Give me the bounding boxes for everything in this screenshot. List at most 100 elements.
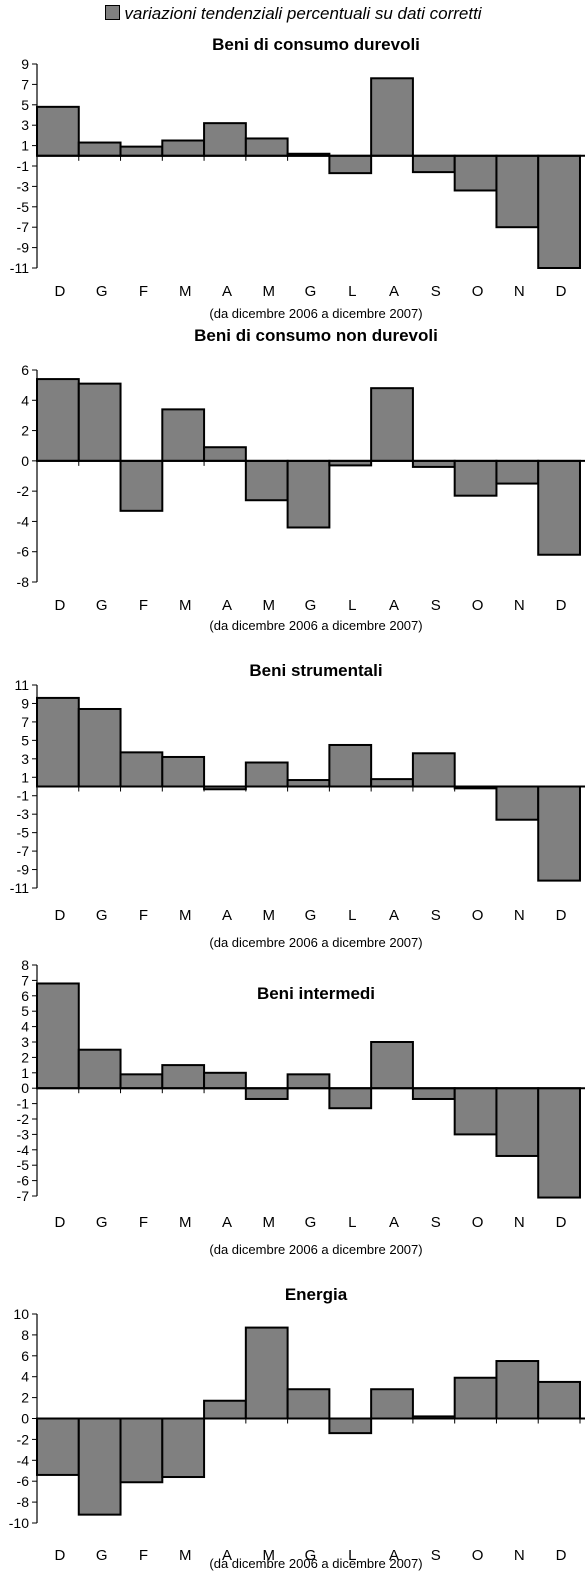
chart-1: Beni di consumo durevoli 9 7 5 3 1 -1 -3 -5 -7 -9 -… — [10, 35, 585, 321]
bar — [36, 1417, 80, 1476]
bar — [161, 1064, 206, 1090]
y-tick-label: -2 — [17, 1431, 30, 1447]
category-label: N — [514, 907, 525, 924]
bar — [537, 785, 581, 882]
y-tick-label: -3 — [17, 178, 30, 194]
bar — [370, 77, 414, 157]
category-label: G — [96, 597, 108, 614]
bar — [119, 459, 164, 512]
y-tick-label: 4 — [21, 1369, 29, 1385]
bar — [77, 707, 122, 788]
category-label: L — [348, 1214, 356, 1231]
y-tick-label: 6 — [21, 362, 29, 378]
category-label: N — [514, 283, 525, 300]
bar — [119, 1417, 164, 1484]
category-label: N — [514, 597, 525, 614]
category-label: M — [179, 907, 192, 924]
y-tick-label: -6 — [17, 544, 30, 560]
category-label: S — [431, 1214, 441, 1231]
category-label: G — [305, 1214, 317, 1231]
bar — [161, 755, 206, 788]
category-label: F — [139, 1214, 148, 1231]
bar — [453, 1087, 498, 1136]
y-tick-label: 0 — [21, 1411, 29, 1427]
category-label: O — [472, 283, 484, 300]
category-label: G — [305, 597, 317, 614]
bar — [370, 778, 414, 788]
category-label: M — [262, 283, 275, 300]
category-label: D — [556, 283, 567, 300]
bar — [161, 1417, 206, 1479]
bar — [77, 1417, 122, 1516]
category-label: D — [556, 907, 567, 924]
y-tick-label: -1 — [17, 788, 30, 804]
bar — [119, 751, 164, 788]
bar — [36, 696, 80, 788]
category-label: G — [96, 1547, 108, 1564]
bar — [161, 408, 206, 462]
category-label: G — [96, 1214, 108, 1231]
category-label: A — [222, 283, 232, 300]
y-tick-label: -4 — [17, 1142, 30, 1158]
category-label: A — [389, 907, 399, 924]
y-tick-label: 9 — [21, 56, 29, 72]
bar — [453, 459, 498, 497]
chart-title: Beni di consumo non durevoli — [194, 326, 438, 345]
category-label: D — [556, 1214, 567, 1231]
y-tick-label: 0 — [21, 1080, 29, 1096]
bar — [453, 1376, 498, 1420]
bar — [537, 1087, 581, 1199]
bar — [537, 154, 581, 269]
x-axis-label: (da dicembre 2006 a dicembre 2007) — [209, 306, 422, 321]
bar — [244, 1326, 289, 1420]
category-label: D — [54, 597, 65, 614]
y-tick-label: 5 — [21, 97, 29, 113]
category-label: G — [305, 1547, 317, 1564]
bar — [119, 145, 164, 157]
y-tick-label: -11 — [10, 880, 29, 896]
y-tick-label: 2 — [21, 1049, 29, 1065]
y-tick-label: -2 — [17, 483, 30, 499]
chart-2: Beni di consumo non durevoli 6 4 2 0 -2 -4 -6 -8… — [17, 326, 585, 633]
bar — [286, 459, 331, 529]
category-label: A — [222, 1547, 232, 1564]
y-tick-label: 7 — [21, 972, 29, 988]
bar — [495, 459, 540, 485]
bar — [119, 1073, 164, 1090]
y-tick-label: -7 — [17, 219, 30, 235]
y-tick-label: -3 — [17, 1126, 30, 1142]
y-tick-label: 6 — [21, 988, 29, 1004]
y-tick-label: -5 — [17, 1157, 30, 1173]
y-tick-label: 10 — [13, 1306, 29, 1322]
bar — [36, 982, 80, 1090]
category-label: L — [348, 283, 356, 300]
y-tick-label: -1 — [17, 1096, 30, 1112]
chart-title: Beni di consumo durevoli — [212, 35, 420, 54]
category-label: D — [556, 597, 567, 614]
bar — [77, 1048, 122, 1090]
category-label: M — [262, 907, 275, 924]
bar — [161, 139, 206, 157]
y-tick-label: 6 — [21, 1348, 29, 1364]
y-tick-label: 11 — [14, 677, 29, 693]
bar — [370, 1388, 414, 1420]
y-tick-label: -5 — [17, 825, 30, 841]
bar — [203, 122, 247, 157]
bar — [77, 382, 122, 462]
y-tick-label: -2 — [17, 1111, 30, 1127]
category-label: G — [96, 283, 108, 300]
category-label: A — [222, 597, 232, 614]
bar — [453, 154, 498, 192]
x-axis-label: (da dicembre 2006 a dicembre 2007) — [209, 618, 422, 633]
category-label: M — [179, 597, 192, 614]
bar — [537, 459, 581, 556]
y-tick-label: 3 — [21, 751, 29, 767]
chart-5: Energia 10 8 6 4 2 0 -2 -4 -6 -8 -10 D G F M A M G L A S O N D (d… — [9, 1285, 585, 1571]
y-tick-label: 9 — [21, 695, 29, 711]
category-label: N — [514, 1214, 525, 1231]
y-tick-label: -5 — [17, 199, 30, 215]
bar — [411, 752, 456, 788]
bar — [411, 154, 456, 174]
bar — [203, 1071, 247, 1090]
